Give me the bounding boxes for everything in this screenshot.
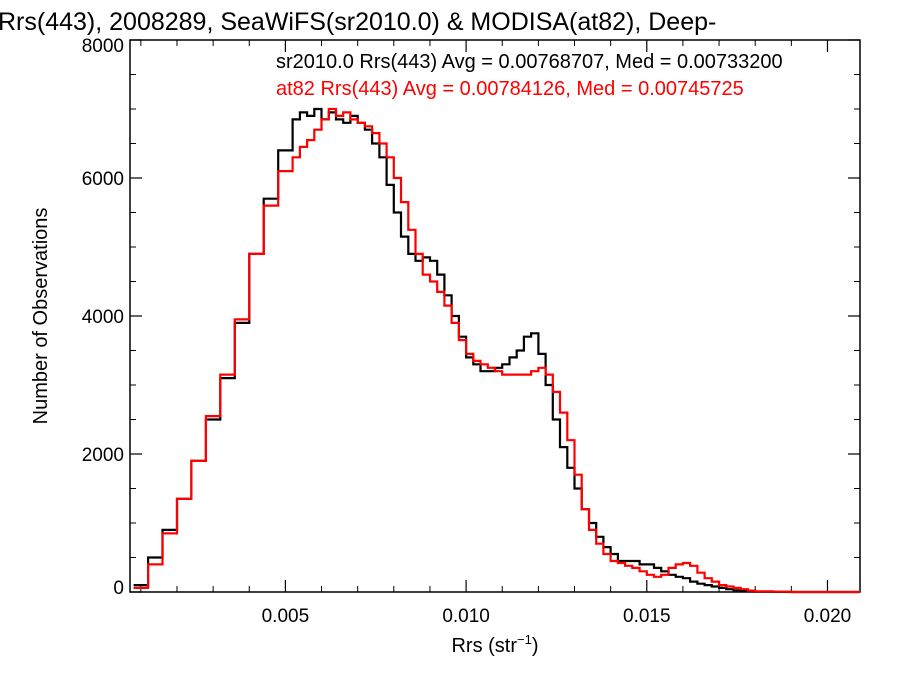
x-axis-label-sup: −1 bbox=[517, 632, 532, 647]
chart-title: Rrs(443), 2008289, SeaWiFS(sr2010.0) & M… bbox=[0, 8, 716, 36]
series-layer bbox=[133, 107, 860, 594]
axis-tick-labels: 0.005 0.010 0.015 0.020 0 2000 4000 6000 8000 bbox=[82, 36, 852, 627]
y-axis-label: Number of Observations bbox=[30, 208, 52, 425]
x-tick-label: 0.020 bbox=[804, 606, 852, 627]
y-tick-label: 6000 bbox=[82, 169, 124, 190]
x-axis-label: Rrs (str−1) bbox=[451, 632, 538, 657]
series-line-at82 bbox=[133, 107, 860, 594]
x-tick-label: 0.015 bbox=[623, 606, 671, 627]
y-tick-label: 8000 bbox=[82, 36, 124, 57]
y-tick-label: 2000 bbox=[82, 445, 124, 466]
x-tick-label: 0.005 bbox=[262, 606, 310, 627]
x-tick-label: 0.010 bbox=[442, 606, 490, 627]
y-tick-label: 4000 bbox=[82, 307, 124, 328]
annotation-sr2010: sr2010.0 Rrs(443) Avg = 0.00768707, Med … bbox=[276, 51, 783, 73]
axis-ticks bbox=[130, 39, 860, 593]
x-axis-label-main: Rrs (str bbox=[451, 635, 517, 657]
y-tick-label: 0 bbox=[113, 578, 124, 599]
x-axis-label-end: ) bbox=[532, 635, 539, 657]
annotation-at82: at82 Rrs(443) Avg = 0.00784126, Med = 0.… bbox=[276, 78, 744, 100]
